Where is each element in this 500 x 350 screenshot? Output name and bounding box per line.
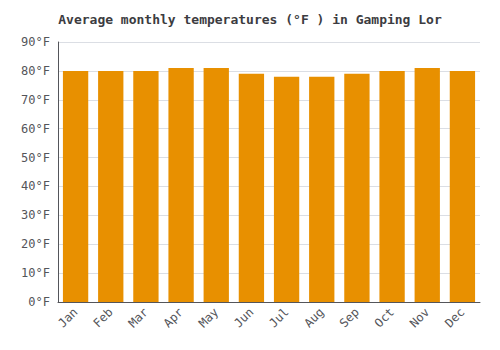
svg-text:20°F: 20°F: [21, 237, 50, 251]
svg-text:90°F: 90°F: [21, 35, 50, 49]
svg-text:Aug: Aug: [301, 305, 326, 330]
svg-text:10°F: 10°F: [21, 266, 50, 280]
svg-text:0°F: 0°F: [28, 295, 50, 309]
svg-text:Jun: Jun: [231, 305, 256, 330]
svg-text:Apr: Apr: [161, 305, 186, 330]
svg-text:Oct: Oct: [372, 305, 397, 330]
svg-text:Mar: Mar: [126, 305, 151, 330]
svg-text:Sep: Sep: [337, 305, 362, 330]
svg-text:80°F: 80°F: [21, 64, 50, 78]
svg-text:Jan: Jan: [55, 305, 80, 330]
svg-text:Average monthly temperatures (: Average monthly temperatures (°F ) in Ga…: [58, 12, 442, 27]
svg-text:50°F: 50°F: [21, 151, 50, 165]
svg-text:40°F: 40°F: [21, 179, 50, 193]
svg-text:70°F: 70°F: [21, 93, 50, 107]
svg-text:Feb: Feb: [90, 305, 115, 330]
svg-text:Jul: Jul: [266, 305, 291, 330]
svg-text:Dec: Dec: [442, 305, 467, 330]
svg-text:60°F: 60°F: [21, 122, 50, 136]
svg-text:May: May: [196, 305, 221, 330]
svg-text:Nov: Nov: [407, 305, 432, 330]
svg-text:30°F: 30°F: [21, 208, 50, 222]
